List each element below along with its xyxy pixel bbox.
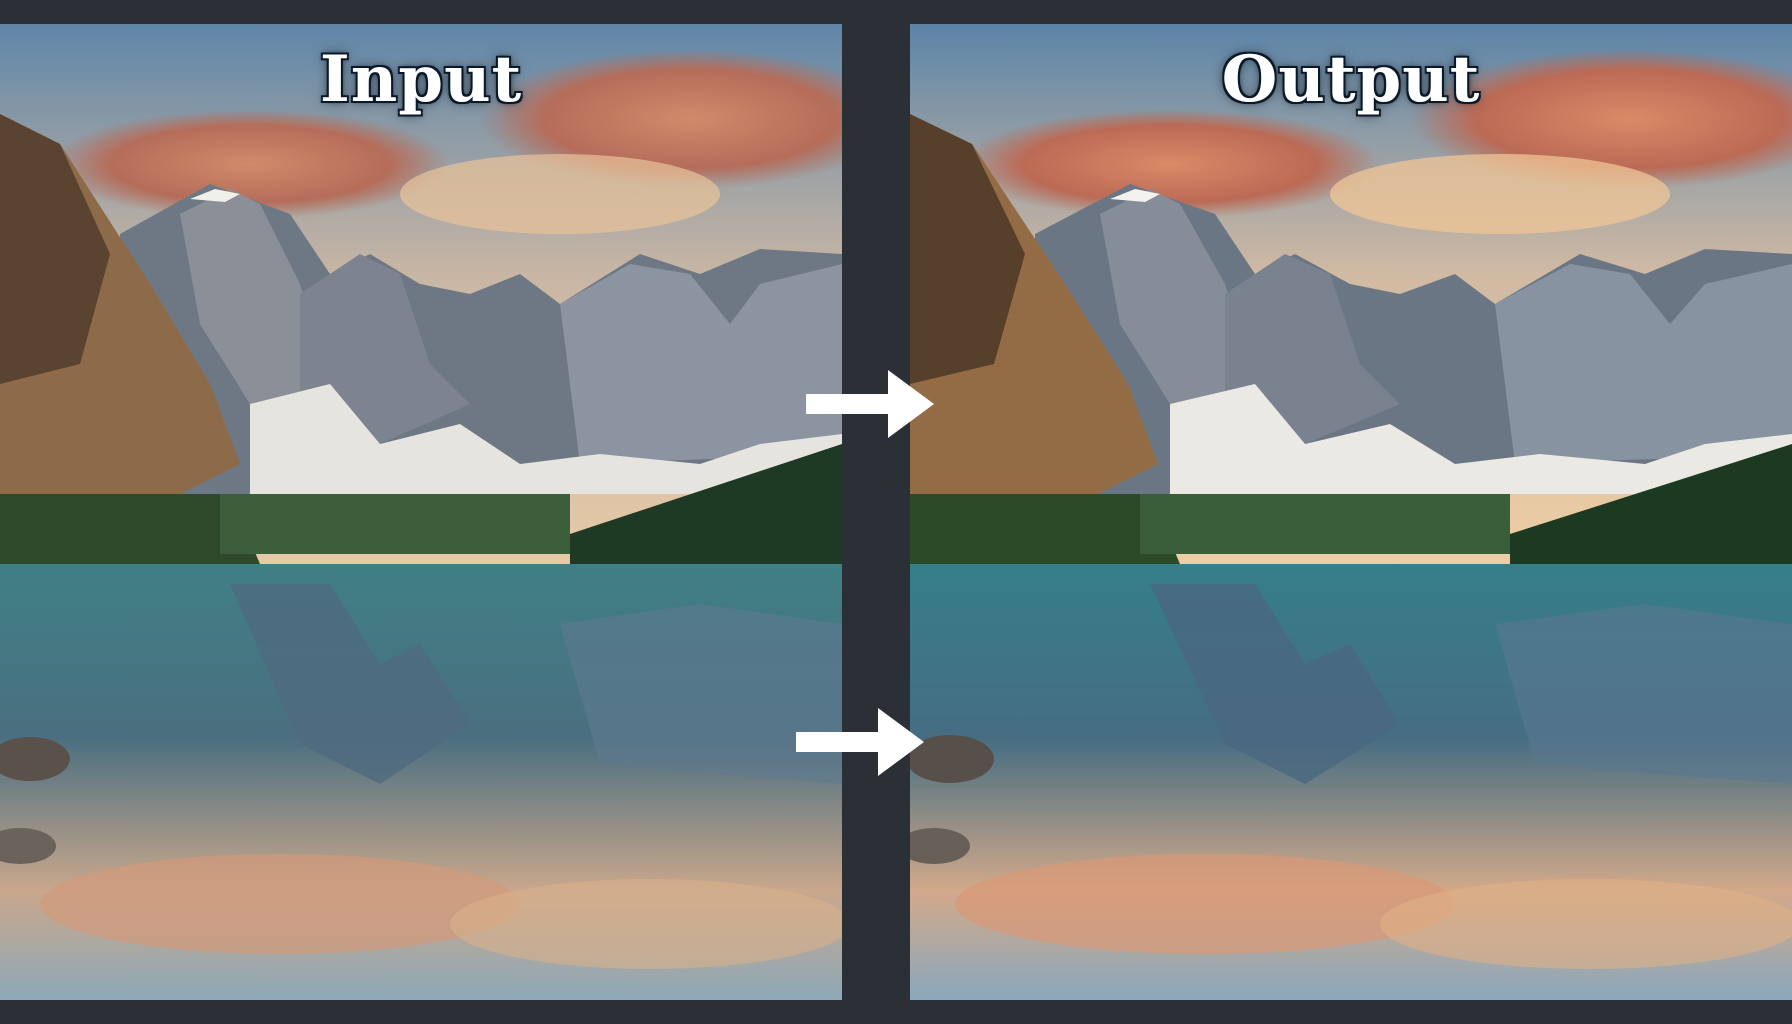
input-landscape-image [0,24,842,1000]
output-image-panel: Output [910,24,1792,1000]
input-image-panel: Input [0,24,842,1000]
right-arrow-icon [796,708,924,776]
output-landscape-image [910,24,1792,1000]
divider-strip [842,0,910,1024]
input-title: Input [319,42,523,117]
right-arrow-icon [806,370,934,438]
output-title: Output [1221,42,1481,117]
